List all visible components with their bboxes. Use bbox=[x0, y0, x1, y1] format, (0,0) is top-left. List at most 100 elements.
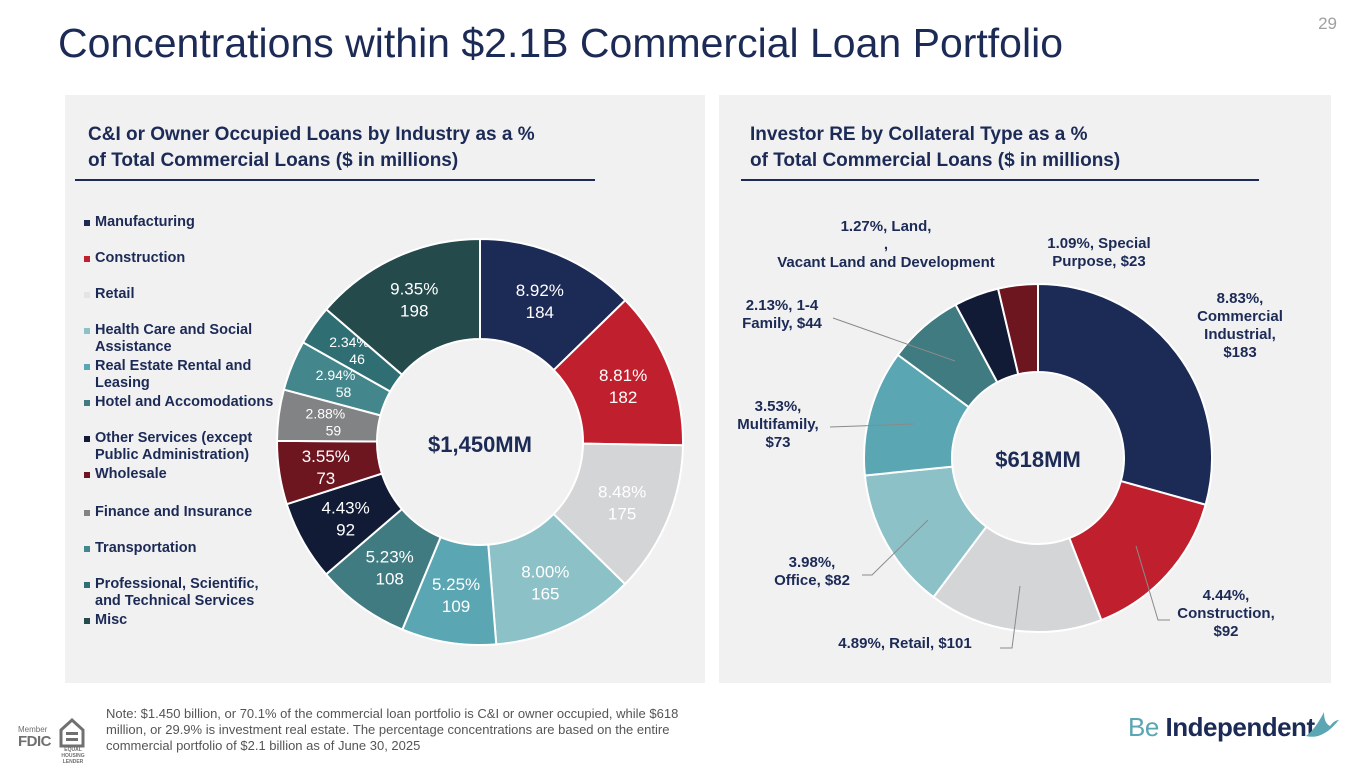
re-label-construction: 4.44%, Construction, $92 bbox=[1135, 545, 1275, 640]
ci-title-rule bbox=[75, 179, 595, 181]
ci-center-label: $1,450MM bbox=[428, 432, 532, 457]
re-leader-line bbox=[1135, 545, 1170, 621]
re-label-line: Industrial, bbox=[1204, 326, 1276, 343]
ci-value-label: 59 bbox=[326, 422, 342, 438]
legend-swatch bbox=[84, 436, 90, 442]
ci-value-label: 109 bbox=[442, 597, 470, 616]
ci-label-group: 8.81% 182 bbox=[599, 366, 647, 407]
re-label-multifamily: 3.53%, Multifamily, $73 bbox=[737, 398, 915, 451]
legend-label: Other Services (except Public Administra… bbox=[95, 430, 253, 463]
legend-swatch bbox=[84, 400, 90, 406]
ci-percent-label: 8.48% bbox=[598, 482, 646, 501]
legend-label: Professional, Scientific, and Technical … bbox=[95, 576, 259, 609]
re-label-line: Multifamily, bbox=[737, 416, 818, 433]
ci-label-group: 8.00% 165 bbox=[521, 562, 569, 603]
legend-label: Manufacturing bbox=[95, 214, 195, 230]
re-leader-line bbox=[1000, 585, 1021, 649]
legend-item-wholesale: Wholesale bbox=[84, 466, 274, 483]
ci-value-label: 175 bbox=[608, 504, 636, 523]
ci-percent-label: 9.35% bbox=[390, 279, 438, 298]
ci-value-label: 73 bbox=[316, 469, 335, 488]
re-label-text: 1.09%, Special Purpose, $23 bbox=[1047, 235, 1150, 270]
legend-item-transportation: Transportation bbox=[84, 540, 274, 557]
re-label-line: 4.44%, bbox=[1203, 587, 1250, 604]
ci-percent-label: 4.43% bbox=[322, 498, 370, 517]
ci-legend: Manufacturing Construction Retail Health Ca… bbox=[84, 206, 284, 646]
ci-percent-label: 5.25% bbox=[432, 575, 480, 594]
legend-label: Hotel and Accomodations bbox=[95, 394, 274, 410]
re-label-line: 1.27%, Land, bbox=[841, 218, 932, 235]
ci-label-group: 8.48% 175 bbox=[598, 482, 646, 523]
re-slice-commercial-industrial bbox=[1037, 282, 1213, 506]
re-label-text: 4.89%, Retail, $101 bbox=[838, 635, 971, 652]
re-center-label: $618MM bbox=[995, 447, 1081, 472]
re-label-line: 4.89%, Retail, $101 bbox=[838, 635, 971, 652]
re-label-special-purpose: 1.09%, Special Purpose, $23 bbox=[1047, 235, 1150, 270]
legend-label: Retail bbox=[95, 286, 135, 302]
re-leader-line bbox=[862, 519, 929, 576]
re-label-line: 2.13%, 1-4 bbox=[746, 297, 819, 314]
ci-chart-title: C&I or Owner Occupied Loans by Industry … bbox=[88, 124, 535, 171]
re-label-line: $183 bbox=[1223, 344, 1256, 361]
re-label-line: 3.98%, bbox=[789, 554, 836, 571]
legend-item-misc: Misc bbox=[84, 612, 274, 629]
re-label-text: 1.27%, Land,, Vacant Land and Development bbox=[777, 218, 995, 271]
ci-value-label: 165 bbox=[531, 584, 559, 603]
re-label-office: 3.98%, Office, $82 bbox=[774, 519, 929, 589]
ci-value-label: 92 bbox=[336, 520, 355, 539]
re-label-line: Commercial bbox=[1197, 308, 1283, 325]
brand-be: Be bbox=[1128, 712, 1159, 742]
legend-item-other-services-except-public-administration: Other Services (except Public Administra… bbox=[84, 430, 274, 464]
re-leader-line bbox=[832, 317, 956, 362]
re-label-line: 3.53%, bbox=[755, 398, 802, 415]
fdic-member-text: Member bbox=[18, 725, 48, 734]
re-chart-title: Investor RE by Collateral Type as a % of… bbox=[750, 124, 1121, 171]
legend-swatch bbox=[84, 472, 90, 478]
page-number: 29 bbox=[1318, 14, 1337, 33]
re-label-text: 3.98%, Office, $82 bbox=[774, 554, 850, 589]
ci-value-label: 198 bbox=[400, 301, 428, 320]
ci-percent-label: 3.55% bbox=[302, 447, 350, 466]
legend-label: Health Care and Social Assistance bbox=[95, 322, 253, 355]
legend-label: Construction bbox=[95, 250, 186, 266]
ci-value-label: 184 bbox=[526, 303, 554, 322]
legend-swatch bbox=[84, 364, 90, 370]
legend-swatch bbox=[84, 220, 90, 226]
ci-percent-label: 8.00% bbox=[521, 562, 569, 581]
ci-label-group: 2.88%59 bbox=[306, 405, 346, 438]
bird-icon bbox=[1306, 712, 1339, 737]
ci-value-label: 46 bbox=[349, 351, 365, 367]
legend-swatch bbox=[84, 618, 90, 624]
legend-item-construction: Construction bbox=[84, 250, 274, 267]
legend-item-hotel-and-accomodations: Hotel and Accomodations bbox=[84, 394, 274, 411]
re-label-line: Vacant Land and Development bbox=[777, 254, 995, 271]
fdic-logo: Member FDIC EQUAL HOUSING LENDER bbox=[18, 716, 88, 765]
legend-item-health-care-and-social-assistance: Health Care and Social Assistance bbox=[84, 322, 274, 356]
re-label-1-4-family: 2.13%, 1-4 Family, $44 bbox=[742, 297, 956, 362]
equal-housing-icon bbox=[59, 717, 85, 748]
legend-swatch bbox=[84, 510, 90, 516]
re-label-line: Office, $82 bbox=[774, 572, 850, 589]
legend-label: Transportation bbox=[95, 540, 197, 556]
re-label-line: $73 bbox=[765, 434, 790, 451]
re-label-line: Purpose, $23 bbox=[1052, 253, 1145, 270]
re-slice-special-purpose bbox=[996, 282, 1039, 376]
re-label-text: 4.44%, Construction, $92 bbox=[1177, 587, 1275, 640]
legend-swatch bbox=[84, 292, 90, 298]
ci-percent-label: 8.81% bbox=[599, 366, 647, 385]
legend-label: Real Estate Rental and Leasing bbox=[95, 358, 252, 391]
ci-percent-label: 2.94% bbox=[316, 367, 356, 383]
legend-item-real-estate-rental-and-leasing: Real Estate Rental and Leasing bbox=[84, 358, 274, 392]
footnote: Note: $1.450 billion, or 70.1% of the co… bbox=[106, 706, 679, 753]
re-slice-retail bbox=[932, 525, 1103, 633]
re-label-text: 8.83%, Commercial Industrial, $183 bbox=[1197, 290, 1283, 361]
brand-logo: Be Independent bbox=[1128, 712, 1315, 743]
legend-swatch bbox=[84, 546, 90, 552]
legend-label: Finance and Insurance bbox=[95, 504, 253, 520]
page-title: Concentrations within $2.1B Commercial L… bbox=[58, 20, 1064, 66]
re-label-line: , bbox=[884, 236, 888, 253]
re-leader-line bbox=[829, 423, 915, 428]
legend-item-retail: Retail bbox=[84, 286, 274, 303]
ci-percent-label: 5.23% bbox=[366, 548, 414, 567]
